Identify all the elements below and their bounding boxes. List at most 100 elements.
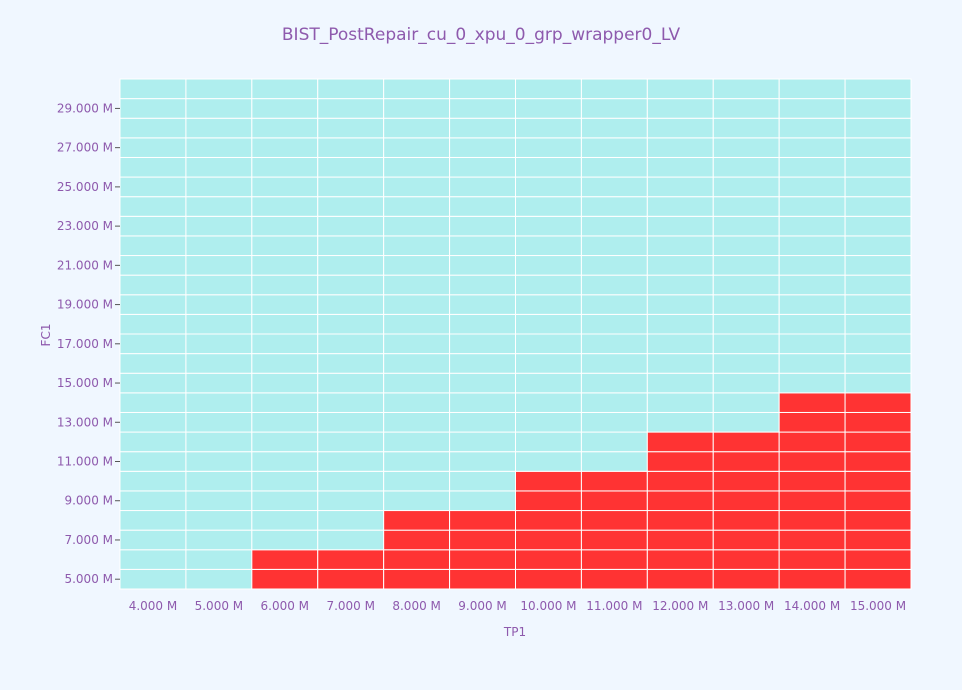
heatmap-cell-pass [185,176,253,198]
heatmap-cell-pass [317,156,385,178]
heatmap-cell-pass [185,156,253,178]
heatmap-cell-pass [580,117,648,139]
heatmap-cell-pass [119,137,187,158]
heatmap-cell-pass [449,490,517,512]
heatmap-cell-pass [646,196,714,217]
heatmap-cell-fail [844,392,912,413]
heatmap-cell-fail [844,470,912,492]
heatmap-cell-pass [580,333,648,355]
heatmap-cell-pass [317,274,385,296]
heatmap-cell-pass [449,235,517,257]
heatmap-cell-pass [383,313,451,335]
heatmap-cell-pass [185,78,253,100]
heatmap-cell-pass [580,431,648,453]
y-tick-label: 27.000 M [57,141,113,155]
heatmap-cell-pass [185,137,253,158]
x-tick-label: 13.000 M [718,599,774,613]
heatmap-cell-pass [119,529,187,551]
heatmap-cell-pass [251,431,319,453]
heatmap-cell-pass [646,353,714,374]
heatmap-cell-pass [778,117,846,139]
heatmap-cell-pass [580,294,648,315]
heatmap-cell-pass [844,255,912,276]
heatmap-cell-pass [185,274,253,296]
heatmap-cell-pass [449,156,517,178]
heatmap-cell-pass [712,392,780,413]
heatmap-cell-pass [251,470,319,492]
heatmap-cell-pass [119,78,187,100]
heatmap-cell-fail [449,549,517,570]
heatmap-cell-pass [712,137,780,158]
heatmap-cell-pass [119,510,187,531]
heatmap-cell-pass [844,294,912,315]
heatmap-cell-pass [515,215,582,237]
heatmap-cell-pass [317,137,385,158]
y-axis-title: FC1 [39,324,53,347]
heatmap-cell-pass [185,353,253,374]
heatmap-cell-pass [317,411,385,433]
heatmap-cell-pass [449,117,517,139]
heatmap-cell-pass [646,313,714,335]
heatmap-cell-pass [185,490,253,512]
heatmap-cell-pass [646,411,714,433]
heatmap-cell-fail [778,392,846,413]
heatmap-cell-pass [646,137,714,158]
heatmap-cell-pass [317,196,385,217]
heatmap-cell-fail [844,529,912,551]
heatmap-cell-fail [646,490,714,512]
heatmap-cell-pass [515,235,582,257]
heatmap-cell-pass [712,294,780,315]
heatmap-cell-pass [646,117,714,139]
heatmap-cell-pass [844,372,912,394]
heatmap-cell-pass [449,372,517,394]
heatmap-cell-pass [515,411,582,433]
heatmap-cell-pass [383,333,451,355]
heatmap-cell-pass [515,372,582,394]
heatmap-cell-fail [778,529,846,551]
heatmap-cell-pass [646,392,714,413]
heatmap-cell-pass [119,411,187,433]
heatmap-cell-pass [646,215,714,237]
heatmap-cell-pass [119,294,187,315]
heatmap-cell-fail [844,411,912,433]
heatmap-cell-fail [778,568,846,590]
heatmap-cell-pass [317,117,385,139]
heatmap-cell-pass [185,431,253,453]
heatmap-cell-pass [646,156,714,178]
y-tick-label: 7.000 M [64,533,113,547]
heatmap-cell-fail [515,490,582,512]
heatmap-cell-pass [383,294,451,315]
heatmap-cell-pass [515,156,582,178]
heatmap-cell-pass [317,392,385,413]
heatmap-cell-pass [515,353,582,374]
heatmap-cells [119,78,912,590]
heatmap-cell-pass [185,196,253,217]
heatmap-cell-pass [383,353,451,374]
heatmap-cell-pass [317,313,385,335]
heatmap-cell-pass [712,333,780,355]
heatmap-cell-pass [185,255,253,276]
heatmap-cell-pass [251,411,319,433]
heatmap-cell-pass [317,529,385,551]
heatmap-cell-pass [844,78,912,100]
heatmap-cell-pass [449,294,517,315]
heatmap-cell-pass [844,274,912,296]
heatmap-cell-fail [712,451,780,472]
heatmap-cell-pass [383,431,451,453]
heatmap-cell-pass [185,470,253,492]
heatmap-cell-pass [712,117,780,139]
heatmap-cell-pass [119,196,187,217]
heatmap-cell-pass [185,98,253,119]
heatmap-cell-pass [580,137,648,158]
heatmap-cell-pass [383,98,451,119]
heatmap-cell-fail [778,490,846,512]
heatmap-cell-pass [844,176,912,198]
heatmap-cell-pass [778,137,846,158]
heatmap-cell-pass [317,333,385,355]
heatmap-cell-fail [712,529,780,551]
x-axis-ticks: 4.000 M 5.000 M 6.000 M 7.000 M 8.000 M 9.000… [129,599,906,613]
heatmap-cell-fail [515,529,582,551]
heatmap-cell-fail [778,549,846,570]
heatmap-cell-pass [515,333,582,355]
heatmap-cell-pass [383,78,451,100]
